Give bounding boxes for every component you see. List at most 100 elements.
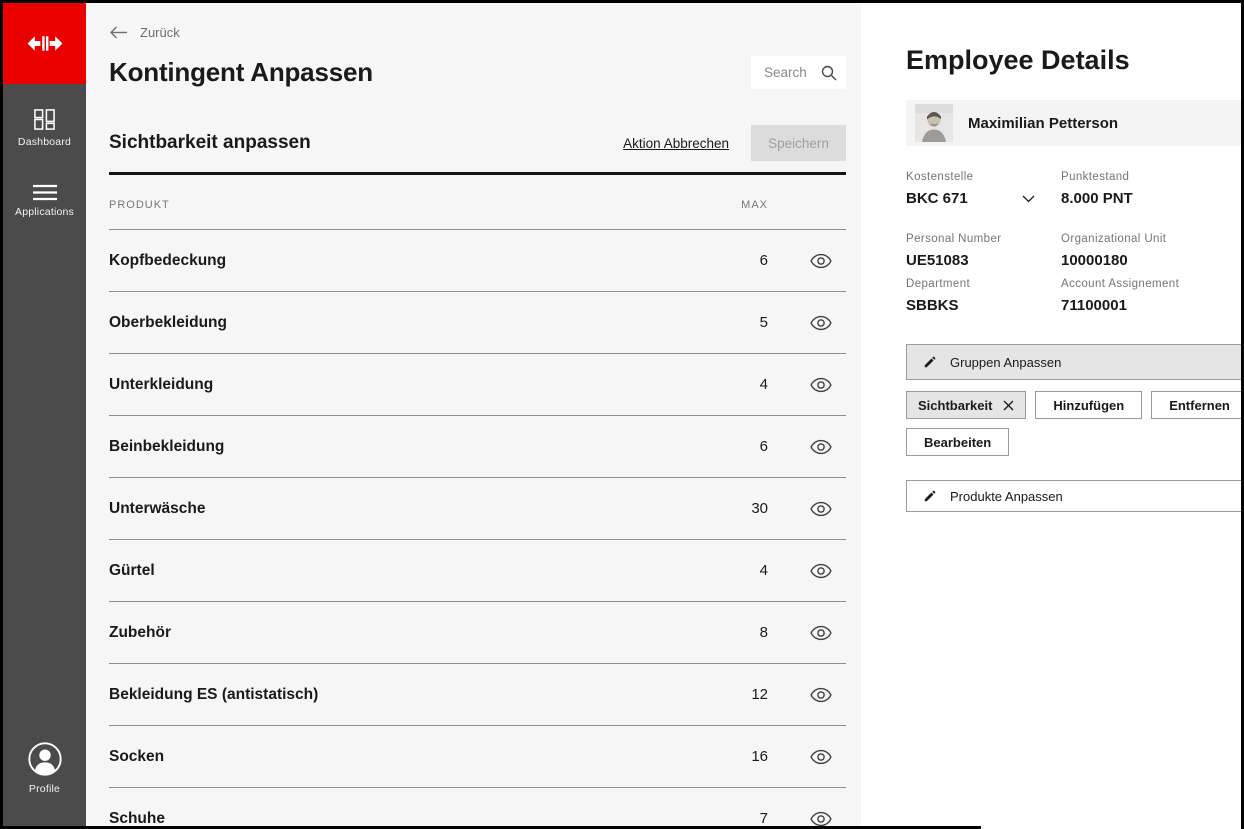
product-max-value: 16 bbox=[751, 748, 768, 765]
field-label: Personal Number bbox=[906, 233, 1002, 245]
chip-label: Sichtbarkeit bbox=[918, 397, 993, 413]
cancel-action-link[interactable]: Aktion Abbrechen bbox=[623, 135, 729, 151]
chevron-down-icon bbox=[1022, 195, 1035, 203]
kostenstelle-select[interactable]: BKC 671 bbox=[906, 190, 1061, 207]
product-name: Bekleidung ES (antistatisch) bbox=[109, 685, 319, 703]
employee-fields: Kostenstelle BKC 671 Punktestand 8.000 P… bbox=[906, 171, 1241, 314]
product-name: Socken bbox=[109, 747, 165, 765]
table-row: Schuhe 7 bbox=[109, 788, 846, 829]
gruppen-anpassen-button[interactable]: Gruppen Anpassen bbox=[906, 344, 1241, 380]
eye-icon bbox=[810, 315, 832, 331]
field-department: Department SBBKS bbox=[906, 278, 1061, 314]
sidebar-item-applications[interactable]: Applications bbox=[15, 184, 74, 218]
column-header-produkt: PRODUKT bbox=[109, 199, 170, 211]
produkte-anpassen-button[interactable]: Produkte Anpassen bbox=[906, 480, 1241, 512]
main-content: Zurück Kontingent Anpassen Sichtbarkeit … bbox=[86, 3, 861, 829]
column-header-max: MAX bbox=[741, 199, 768, 211]
product-name: Unterwäsche bbox=[109, 499, 206, 517]
close-icon[interactable] bbox=[1003, 400, 1014, 411]
product-name: Gürtel bbox=[109, 561, 155, 579]
field-label: Kostenstelle bbox=[906, 171, 974, 183]
window-frame bbox=[3, 826, 981, 829]
sidebar-item-label: Dashboard bbox=[17, 136, 72, 148]
sidebar-item-label: Profile bbox=[28, 783, 61, 795]
entfernen-button[interactable]: Entfernen bbox=[1151, 391, 1241, 419]
product-name: Zubehör bbox=[109, 623, 171, 641]
back-label: Zurück bbox=[140, 25, 180, 40]
field-label: Punktestand bbox=[1061, 171, 1130, 183]
sbb-logo-icon bbox=[26, 35, 64, 52]
product-max-value: 8 bbox=[759, 624, 768, 641]
eye-icon bbox=[810, 749, 832, 765]
back-link[interactable]: Zurück bbox=[109, 3, 180, 40]
button-label: Produkte Anpassen bbox=[950, 488, 1063, 504]
product-name: Schuhe bbox=[109, 809, 165, 827]
product-table: Kopfbedeckung 6 bbox=[109, 230, 846, 829]
dashboard-icon bbox=[33, 108, 56, 131]
sbb-logo-button[interactable] bbox=[3, 3, 86, 84]
table-row: Zubehör 8 bbox=[109, 602, 846, 664]
eye-icon bbox=[810, 439, 832, 455]
avatar bbox=[915, 104, 953, 142]
applications-icon bbox=[32, 184, 58, 201]
visibility-eye-button[interactable] bbox=[808, 313, 834, 333]
eye-icon bbox=[810, 377, 832, 393]
table-row: Bekleidung ES (antistatisch) 12 bbox=[109, 664, 846, 726]
field-punktestand: Punktestand 8.000 PNT bbox=[1061, 171, 1241, 207]
table-header: PRODUKT MAX bbox=[109, 175, 846, 230]
field-value: SBBKS bbox=[906, 297, 959, 314]
field-kostenstelle: Kostenstelle BKC 671 bbox=[906, 171, 1061, 207]
eye-icon bbox=[810, 687, 832, 703]
visibility-eye-button[interactable] bbox=[808, 437, 834, 457]
eye-icon bbox=[810, 811, 832, 827]
field-value: 71100001 bbox=[1061, 297, 1127, 314]
visibility-eye-button[interactable] bbox=[808, 499, 834, 519]
visibility-eye-button[interactable] bbox=[808, 809, 834, 829]
table-row: Gürtel 4 bbox=[109, 540, 846, 602]
group-chip-row: Sichtbarkeit Hinzufügen Entfernen bbox=[906, 391, 1241, 419]
product-name: Oberbekleidung bbox=[109, 313, 227, 331]
product-max-value: 12 bbox=[751, 686, 768, 703]
product-name: Unterkleidung bbox=[109, 375, 214, 393]
product-max-value: 4 bbox=[759, 376, 768, 393]
search-box bbox=[751, 56, 846, 89]
visibility-eye-button[interactable] bbox=[808, 375, 834, 395]
eye-icon bbox=[810, 501, 832, 517]
eye-icon bbox=[810, 253, 832, 269]
sidebar: Dashboard Applications bbox=[3, 3, 86, 829]
section-header: Sichtbarkeit anpassen Aktion Abbrechen S… bbox=[109, 125, 846, 175]
section-title: Sichtbarkeit anpassen bbox=[109, 132, 311, 153]
sidebar-item-label: Applications bbox=[14, 206, 75, 218]
visibility-eye-button[interactable] bbox=[808, 561, 834, 581]
field-value: 8.000 PNT bbox=[1061, 190, 1133, 207]
hinzufuegen-button[interactable]: Hinzufügen bbox=[1035, 391, 1143, 419]
search-input[interactable] bbox=[762, 64, 821, 81]
field-personal-number: Personal Number UE51083 bbox=[906, 233, 1061, 269]
visibility-eye-button[interactable] bbox=[808, 623, 834, 643]
product-max-value: 6 bbox=[759, 252, 768, 269]
save-button[interactable]: Speichern bbox=[751, 125, 846, 161]
visibility-eye-button[interactable] bbox=[808, 685, 834, 705]
sichtbarkeit-chip[interactable]: Sichtbarkeit bbox=[906, 391, 1027, 419]
field-value: BKC 671 bbox=[906, 190, 968, 207]
product-name: Kopfbedeckung bbox=[109, 251, 227, 269]
search-icon[interactable] bbox=[821, 65, 837, 81]
sidebar-nav: Dashboard Applications bbox=[3, 84, 86, 218]
product-max-value: 4 bbox=[759, 562, 768, 579]
bearbeiten-button[interactable]: Bearbeiten bbox=[906, 428, 1010, 456]
field-value: UE51083 bbox=[906, 252, 969, 269]
profile-icon bbox=[26, 740, 64, 778]
employee-details-panel: Employee Details Maximilian Petterson Ko… bbox=[861, 3, 1241, 829]
field-organizational-unit: Organizational Unit 10000180 bbox=[1061, 233, 1241, 269]
sidebar-item-profile[interactable]: Profile bbox=[3, 740, 86, 795]
table-row: Unterkleidung 4 bbox=[109, 354, 846, 416]
product-max-value: 7 bbox=[759, 810, 768, 827]
field-label: Organizational Unit bbox=[1061, 233, 1167, 245]
panel-title: Employee Details bbox=[906, 45, 1130, 75]
table-row: Kopfbedeckung 6 bbox=[109, 230, 846, 292]
visibility-eye-button[interactable] bbox=[808, 747, 834, 767]
pencil-icon bbox=[923, 489, 937, 503]
visibility-eye-button[interactable] bbox=[808, 251, 834, 271]
pencil-icon bbox=[923, 355, 937, 369]
sidebar-item-dashboard[interactable]: Dashboard bbox=[18, 108, 71, 148]
